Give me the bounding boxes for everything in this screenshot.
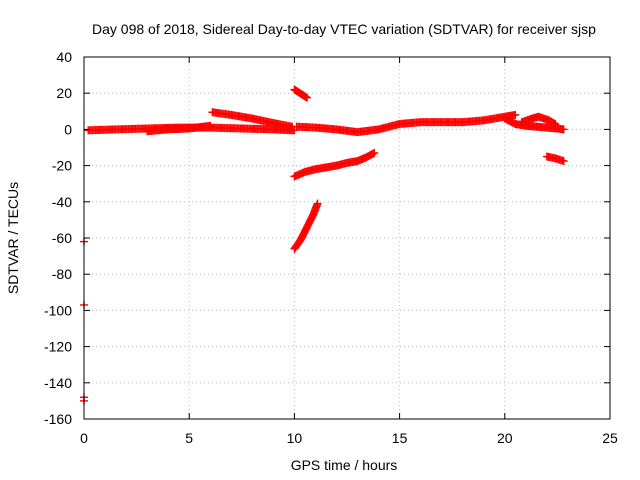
data-markers bbox=[80, 85, 568, 405]
y-tick-label: 40 bbox=[56, 49, 72, 65]
x-tick-label: 0 bbox=[80, 430, 88, 446]
data-point bbox=[559, 157, 568, 166]
x-tick-label: 25 bbox=[602, 430, 618, 446]
chart-title: Day 098 of 2018, Sidereal Day-to-day VTE… bbox=[92, 21, 596, 37]
x-tick-label: 15 bbox=[392, 430, 408, 446]
y-tick-label: -120 bbox=[44, 339, 72, 355]
data-point bbox=[206, 121, 215, 130]
x-tick-label: 20 bbox=[497, 430, 513, 446]
plot-frame bbox=[83, 56, 611, 420]
y-axis-label: SDTVAR / TECUs bbox=[5, 182, 21, 294]
y-tick-label: 0 bbox=[64, 121, 72, 137]
data-point bbox=[551, 119, 560, 128]
data-point bbox=[511, 110, 520, 119]
y-tick-label: -160 bbox=[44, 411, 72, 427]
x-axis-label: GPS time / hours bbox=[291, 457, 398, 473]
y-tick-label: -40 bbox=[52, 194, 72, 210]
data-point bbox=[550, 119, 559, 128]
y-tick-label: -20 bbox=[52, 158, 72, 174]
data-point bbox=[313, 199, 322, 208]
data-point bbox=[370, 148, 379, 157]
y-tick-label: 20 bbox=[56, 85, 72, 101]
y-tick-label: -80 bbox=[52, 266, 72, 282]
data-point bbox=[303, 93, 312, 102]
y-tick-label: -100 bbox=[44, 302, 72, 318]
x-tick-label: 5 bbox=[185, 430, 193, 446]
data-point bbox=[559, 125, 568, 134]
grid-lines bbox=[84, 57, 610, 419]
axis-ticks: 0 5 10 15 20 25 -160 -140 -120 -100 -80 -60 -40 -20 0 2… bbox=[44, 49, 618, 446]
y-tick-label: -60 bbox=[52, 230, 72, 246]
x-tick-label: 10 bbox=[287, 430, 303, 446]
y-tick-label: -140 bbox=[44, 375, 72, 391]
